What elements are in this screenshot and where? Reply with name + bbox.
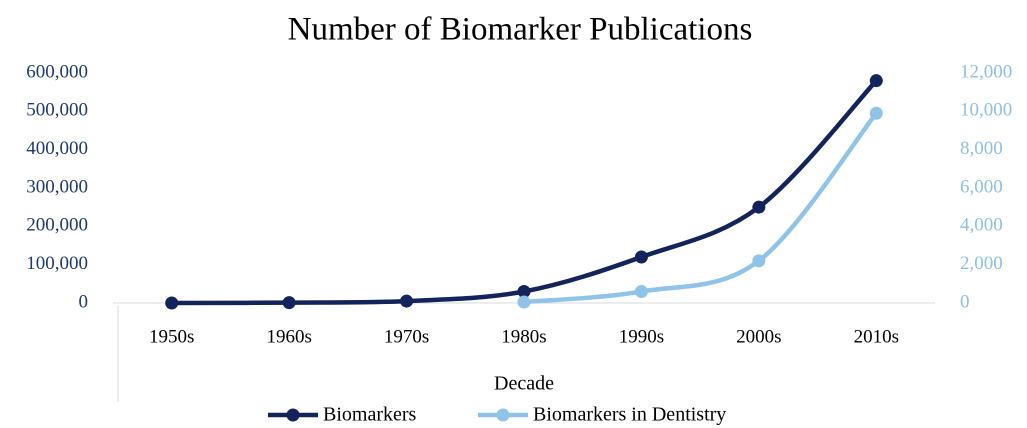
y2-tick-label: 10,000 (960, 100, 1012, 121)
point (282, 296, 296, 310)
y-tick-label: 100,000 (26, 253, 88, 274)
legend-marker (496, 408, 510, 422)
point (752, 200, 766, 214)
x-tick-label: 1950s (149, 326, 194, 347)
legend-marker (286, 408, 300, 422)
y-tick-label: 500,000 (26, 100, 88, 121)
point (400, 294, 414, 308)
y2-tick-label: 6,000 (960, 176, 1003, 197)
y2-tick-label: 12,000 (960, 61, 1012, 82)
legend-label: Biomarkers (323, 404, 417, 426)
x-tick-label: 1970s (384, 326, 429, 347)
x-axis-title: Decade (494, 373, 554, 395)
y-tick-label: 300,000 (26, 176, 88, 197)
chart-title: Number of Biomarker Publications (288, 12, 753, 48)
point (634, 285, 648, 298)
point (752, 254, 766, 268)
point (165, 296, 179, 310)
y2-tick-label: 2,000 (960, 253, 1003, 274)
x-tick-label: 1980s (501, 326, 546, 347)
point (869, 74, 883, 88)
point (517, 285, 531, 298)
point (869, 106, 883, 120)
legend-label: Biomarkers in Dentistry (533, 404, 726, 426)
y-tick-label: 600,000 (26, 61, 88, 82)
y-tick-label: 0 (79, 291, 89, 312)
y2-tick-label: 8,000 (960, 138, 1003, 159)
y-tick-label: 200,000 (26, 215, 88, 236)
x-tick-label: 2010s (854, 326, 899, 347)
y2-tick-label: 4,000 (960, 215, 1003, 236)
x-tick-label: 2000s (736, 326, 781, 347)
point (517, 295, 531, 309)
y-tick-label: 400,000 (26, 138, 88, 159)
y2-tick-label: 0 (960, 291, 970, 312)
point (634, 250, 648, 264)
series-line (523, 111, 879, 305)
series-line (171, 79, 878, 306)
x-tick-label: 1960s (266, 326, 311, 347)
x-tick-label: 1990s (619, 326, 664, 347)
